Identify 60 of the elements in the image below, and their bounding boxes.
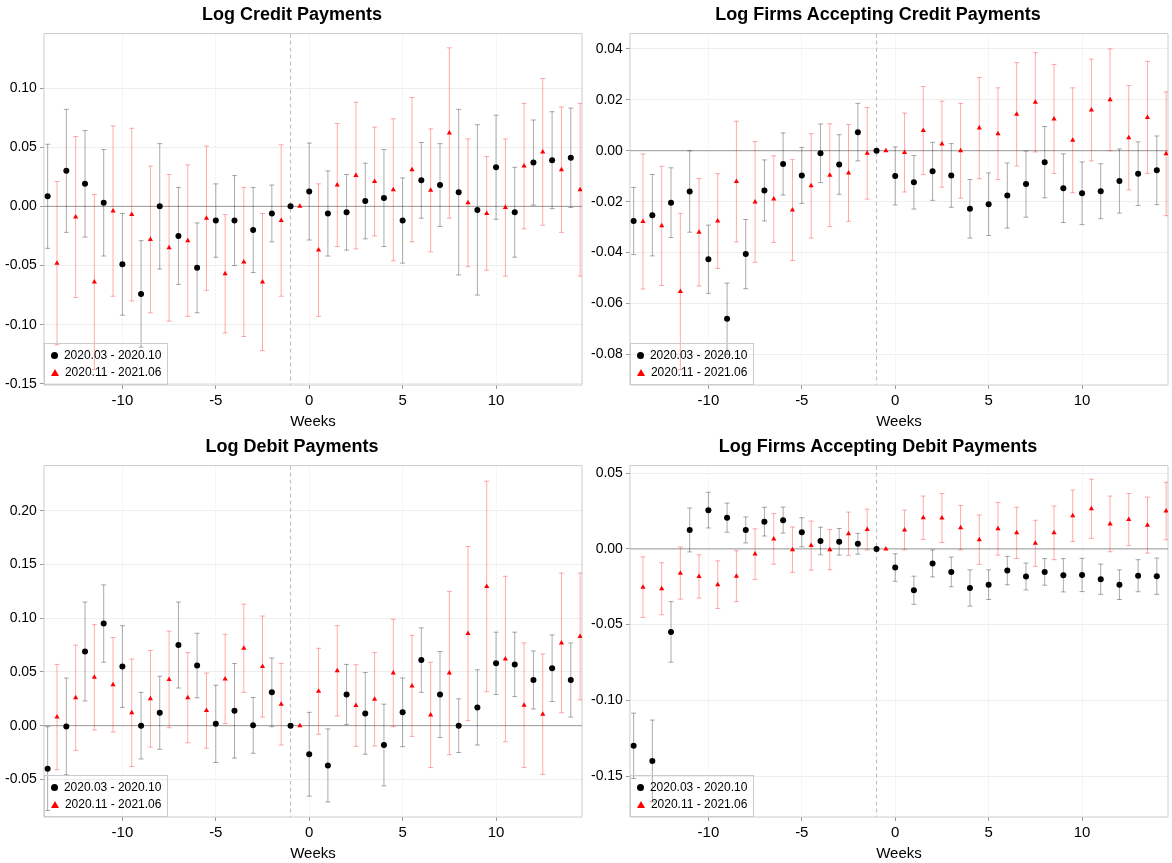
y-tick-label: 0.05 <box>9 138 38 155</box>
x-tick-label: 10 <box>1073 391 1091 409</box>
legend-label: 2020.11 - 2021.06 <box>650 797 748 811</box>
y-tick-label: 0.00 <box>595 539 624 556</box>
legend-label: 2020.03 - 2020.10 <box>63 780 162 794</box>
chart-title: Log Credit Payments <box>201 3 383 24</box>
x-tick-label: -10 <box>697 391 720 409</box>
x-axis-title: Weeks <box>290 844 336 862</box>
legend-label: 2020.11 - 2021.06 <box>64 797 162 811</box>
x-tick-label: -10 <box>111 391 134 409</box>
y-tick-label: -0.15 <box>4 374 38 391</box>
x-axis-title: Weeks <box>290 412 336 430</box>
legend-label: 2020.03 - 2020.10 <box>649 780 748 794</box>
x-tick-label: 5 <box>984 391 993 409</box>
x-tick-label: 0 <box>305 391 314 409</box>
x-tick-label: 0 <box>891 823 900 841</box>
y-tick-label: 0.05 <box>595 464 624 481</box>
x-tick-label: -10 <box>111 823 134 841</box>
x-axis-title: Weeks <box>876 412 922 430</box>
x-axis-title: Weeks <box>876 844 922 862</box>
legend-label: 2020.03 - 2020.10 <box>649 348 748 362</box>
y-tick-label: -0.04 <box>590 243 624 260</box>
x-tick-label: 10 <box>487 823 505 841</box>
x-tick-label: -10 <box>697 823 720 841</box>
y-tick-label: 0.15 <box>9 555 38 572</box>
y-tick-label: -0.15 <box>590 766 624 783</box>
y-tick-label: 0.10 <box>9 609 38 626</box>
y-tick-label: -0.08 <box>590 345 624 362</box>
chart-title: Log Firms Accepting Debit Payments <box>718 435 1038 456</box>
y-tick-label: 0.02 <box>595 90 624 107</box>
y-tick-label: -0.10 <box>4 315 38 332</box>
x-tick-label: -5 <box>795 391 809 409</box>
y-tick-label: 0.10 <box>9 78 38 95</box>
x-tick-label: 0 <box>305 823 314 841</box>
y-tick-label: -0.05 <box>4 256 38 273</box>
y-tick-label: 0.00 <box>9 197 38 214</box>
y-tick-label: -0.05 <box>4 770 38 787</box>
legend-label: 2020.11 - 2021.06 <box>650 365 748 379</box>
x-tick-label: 10 <box>487 391 505 409</box>
y-tick-label: 0.20 <box>9 501 38 518</box>
y-tick-label: -0.10 <box>590 691 624 708</box>
y-tick-label: -0.02 <box>590 192 624 209</box>
x-tick-label: 5 <box>398 391 407 409</box>
x-tick-label: 5 <box>398 823 407 841</box>
legend-label: 2020.11 - 2021.06 <box>64 365 162 379</box>
y-tick-label: -0.06 <box>590 294 624 311</box>
x-tick-label: -5 <box>795 823 809 841</box>
chart-title: Log Firms Accepting Credit Payments <box>715 3 1041 24</box>
y-tick-label: 0.05 <box>9 662 38 679</box>
x-tick-label: 5 <box>984 823 993 841</box>
y-tick-label: 0.04 <box>595 39 624 56</box>
x-tick-label: 0 <box>891 391 900 409</box>
y-tick-label: -0.05 <box>590 615 624 632</box>
y-tick-label: 0.00 <box>9 716 38 733</box>
chart-title: Log Debit Payments <box>205 435 379 456</box>
legend-label: 2020.03 - 2020.10 <box>63 348 162 362</box>
x-tick-label: 10 <box>1073 823 1091 841</box>
x-tick-label: -5 <box>209 823 223 841</box>
x-tick-label: -5 <box>209 391 223 409</box>
y-tick-label: 0.00 <box>595 141 624 158</box>
